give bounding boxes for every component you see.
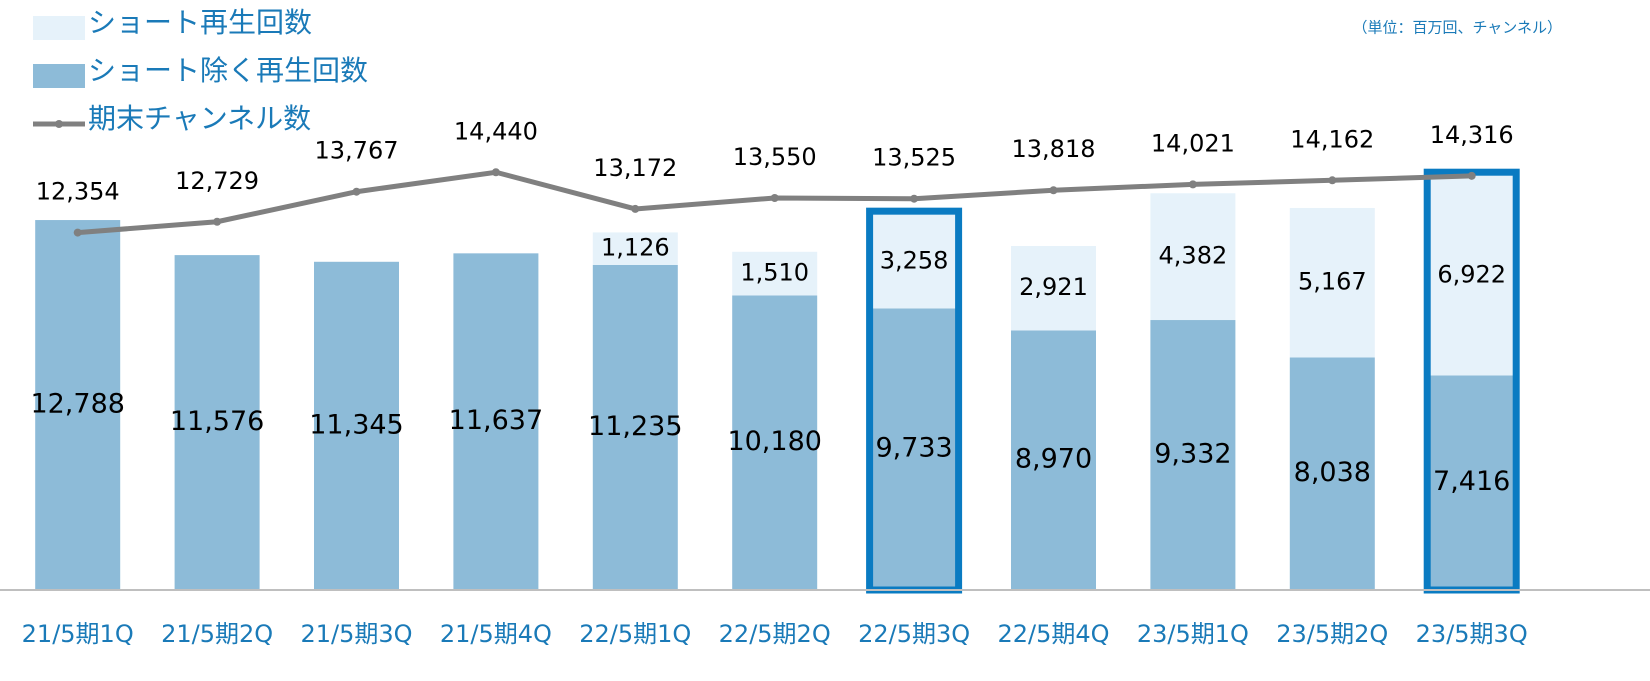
bar-segment [1150, 320, 1236, 590]
line-value-label: 13,525 [872, 144, 956, 172]
x-tick-label: 21/5期2Q [161, 620, 273, 648]
line-value-label: 13,172 [593, 154, 677, 182]
line-marker [1328, 176, 1337, 185]
line-marker [73, 228, 82, 237]
x-tick-label: 22/5期4Q [997, 620, 1109, 648]
bar-value-label: 11,637 [449, 405, 543, 436]
legend-label: ショート再生回数 [88, 6, 312, 39]
line-marker [213, 217, 222, 226]
x-tick-label: 21/5期1Q [22, 620, 134, 648]
line-marker [1188, 180, 1197, 189]
line-value-label: 14,162 [1290, 125, 1374, 153]
line-marker [770, 193, 779, 202]
line-marker [352, 187, 361, 196]
bar-value-label: 12,788 [30, 389, 124, 420]
line-value-label: 12,729 [175, 167, 259, 195]
bar-value-label: 6,922 [1437, 260, 1506, 288]
x-tick-label: 23/5期1Q [1137, 620, 1249, 648]
line-value-label: 13,767 [315, 137, 399, 165]
bar-segment [1011, 245, 1096, 331]
bar-segment [592, 232, 678, 265]
bar-value-label: 11,235 [588, 411, 682, 442]
x-tick-label: 21/5期3Q [300, 620, 412, 648]
x-tick-label: 23/5期3Q [1416, 620, 1528, 648]
bar-value-label: 8,970 [1015, 444, 1092, 475]
bar-value-label: 2,921 [1019, 273, 1088, 301]
bar-segment [871, 308, 957, 590]
line-value-label: 13,818 [1012, 135, 1096, 163]
bar-value-label: 1,510 [740, 259, 809, 287]
line-value-label: 13,550 [733, 143, 817, 171]
bar-value-label: 7,416 [1433, 466, 1510, 497]
bar-segment [1289, 207, 1375, 358]
legend-swatch [33, 64, 85, 88]
bar-segment [35, 220, 121, 591]
legend-label: 期末チャンネル数 [88, 102, 311, 135]
bar-segment [314, 261, 399, 590]
bar-value-label: 4,382 [1159, 242, 1228, 270]
bar-segment [1429, 375, 1515, 590]
unit-note: （単位：百万回、チャンネル） [1352, 19, 1562, 37]
bar-value-label: 9,332 [1154, 439, 1231, 470]
bar-segment [174, 255, 260, 590]
bar-value-label: 9,733 [875, 433, 952, 464]
line-marker [1467, 171, 1476, 180]
bar-value-label: 3,258 [880, 246, 949, 274]
bar-segment [1150, 193, 1236, 321]
line-marker [1049, 186, 1058, 195]
line-value-label: 12,354 [36, 178, 120, 206]
legend-marker [55, 120, 63, 128]
bar-segment [732, 251, 818, 296]
line-value-label: 14,316 [1430, 121, 1514, 149]
bar-segment [1289, 357, 1375, 590]
bar-segment [871, 214, 957, 309]
x-tick-label: 21/5期4Q [440, 620, 552, 648]
bar-value-label: 5,167 [1298, 268, 1367, 296]
line-marker [910, 194, 919, 203]
line-marker [631, 204, 640, 213]
bar-segment [732, 295, 818, 590]
x-tick-label: 22/5期1Q [579, 620, 691, 648]
x-tick-label: 22/5期3Q [858, 620, 970, 648]
legend-swatch [33, 16, 85, 40]
bar-value-label: 10,180 [727, 426, 821, 457]
bar-segment [592, 264, 678, 590]
x-tick-label: 23/5期2Q [1276, 620, 1388, 648]
bar-value-label: 1,126 [601, 234, 670, 262]
bar-value-label: 8,038 [1294, 457, 1371, 488]
bar-segment [1011, 330, 1096, 590]
bar-value-label: 11,576 [170, 406, 264, 437]
line-value-label: 14,440 [454, 117, 538, 145]
bar-segment [1429, 175, 1515, 376]
bar-value-label: 11,345 [309, 409, 403, 440]
line-series [77, 169, 1472, 236]
x-tick-label: 22/5期2Q [719, 620, 831, 648]
bar-segment [453, 253, 539, 590]
line-marker [491, 168, 500, 177]
legend-label: ショート除く再生回数 [88, 54, 368, 87]
line-value-label: 14,021 [1151, 129, 1235, 157]
